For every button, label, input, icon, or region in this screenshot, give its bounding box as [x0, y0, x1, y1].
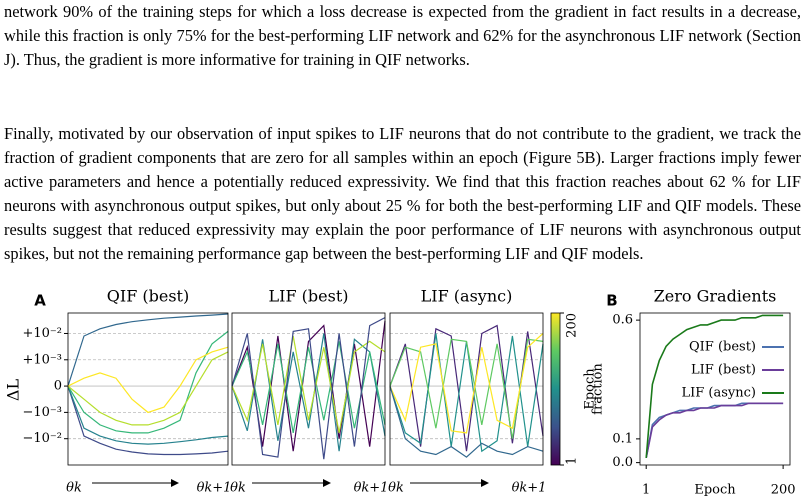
y-tick-label: +10⁻³	[22, 352, 62, 367]
y-tick-label: 0.0	[612, 455, 633, 470]
x-start-label: θk	[388, 481, 404, 496]
x-tick-label: 1	[642, 483, 650, 498]
y-tick-label: 0.1	[612, 431, 633, 446]
panel-title: LIF (best)	[269, 287, 349, 306]
axes-frame	[639, 312, 791, 466]
trace	[389, 333, 544, 434]
panel-label: A	[34, 292, 46, 310]
y-axis-label: ΔL	[4, 379, 23, 402]
colorbar-tick-label: 200	[565, 313, 580, 338]
y-tick-label: 0.6	[612, 313, 633, 328]
trace	[389, 338, 544, 439]
trace	[67, 351, 229, 426]
line	[645, 402, 784, 459]
panel-title: QIF (best)	[107, 287, 189, 306]
axes-frame	[231, 312, 386, 466]
axes-frame	[389, 312, 544, 466]
chart-title: Zero Gradients	[654, 287, 777, 306]
line	[645, 402, 784, 459]
x-start-label: θk	[66, 481, 82, 496]
panel-label: B	[606, 292, 617, 310]
x-end-label: θk+1	[197, 481, 232, 496]
colorbar-tick-label: 1	[565, 457, 580, 465]
line	[645, 314, 784, 458]
x-end-label: θk+1	[354, 481, 389, 496]
axes-frame	[67, 312, 229, 466]
trace	[67, 330, 229, 434]
legend-label: LIF (best)	[691, 363, 756, 378]
colorbar-label: Epoch	[583, 368, 598, 410]
trace	[231, 317, 386, 460]
y-tick-label: 0	[54, 379, 62, 394]
x-tick-label: 200	[771, 483, 796, 498]
paragraph: Finally, motivated by our observation of…	[4, 124, 801, 263]
x-end-label: θk+1	[512, 481, 547, 496]
y-tick-label: −10⁻²	[22, 431, 62, 446]
y-tick-label: +10⁻²	[22, 326, 62, 341]
trace	[67, 385, 229, 456]
colorbar	[550, 312, 561, 466]
paragraph: network 90% of the training steps for wh…	[4, 2, 801, 69]
y-axis-label: fraction	[591, 363, 606, 415]
panel-title: LIF (async)	[421, 287, 513, 306]
trace	[67, 313, 229, 387]
legend-label: LIF (async)	[682, 386, 756, 401]
x-axis-label: Epoch	[694, 483, 736, 498]
trace	[67, 346, 229, 414]
legend-label: QIF (best)	[689, 340, 756, 355]
y-tick-label: −10⁻³	[22, 405, 62, 420]
trace	[389, 385, 544, 458]
x-start-label: θk	[230, 481, 246, 496]
trace	[231, 335, 386, 434]
trace	[67, 385, 229, 445]
